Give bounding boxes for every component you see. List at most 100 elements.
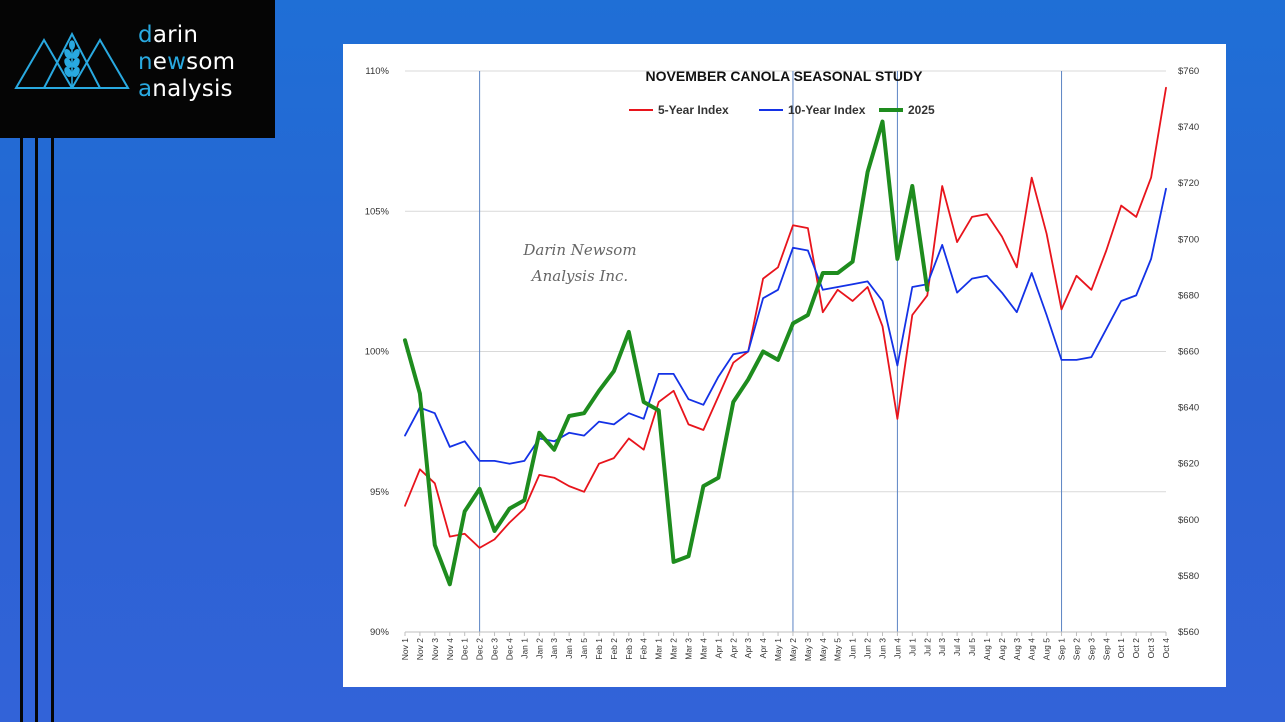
data-point bbox=[553, 440, 555, 442]
data-point bbox=[867, 280, 869, 282]
series-line-10-year-index bbox=[404, 187, 1167, 465]
x-axis-tick-label: Nov 1 bbox=[400, 638, 410, 660]
x-axis-tick-label: Aug 2 bbox=[997, 638, 1007, 660]
data-point bbox=[1090, 289, 1092, 291]
x-axis-tick-label: Aug 1 bbox=[982, 638, 992, 660]
data-point bbox=[508, 463, 510, 465]
data-point bbox=[792, 247, 794, 249]
data-point bbox=[867, 286, 869, 288]
right-axis-tick: $700 bbox=[1178, 234, 1199, 245]
x-axis-tick-label: Mar 1 bbox=[654, 638, 664, 660]
right-axis-tick: $760 bbox=[1178, 66, 1199, 77]
right-axis-tick: $720 bbox=[1178, 178, 1199, 189]
x-axis-tick-label: May 3 bbox=[803, 638, 813, 661]
data-point bbox=[822, 311, 824, 313]
data-point bbox=[986, 275, 988, 277]
data-point bbox=[1016, 311, 1018, 313]
brand-letter: a bbox=[138, 76, 153, 102]
data-point bbox=[508, 508, 510, 510]
decor-rail bbox=[20, 138, 23, 722]
data-point bbox=[658, 373, 660, 375]
brand-letter: w bbox=[167, 49, 187, 75]
data-point bbox=[419, 468, 421, 470]
x-axis-tick-label: Oct 1 bbox=[1116, 638, 1126, 659]
data-point bbox=[583, 491, 585, 493]
right-axis-tick: $740 bbox=[1178, 122, 1199, 133]
data-point bbox=[419, 393, 421, 395]
x-axis-tick-label: Jan 5 bbox=[579, 638, 589, 659]
x-axis-tick-label: Aug 3 bbox=[1012, 638, 1022, 660]
left-axis-tick: 110% bbox=[365, 66, 389, 77]
x-axis-tick-label: Aug 5 bbox=[1042, 638, 1052, 660]
data-point bbox=[508, 522, 510, 524]
data-point bbox=[1150, 177, 1152, 179]
x-axis-tick-label: Nov 2 bbox=[415, 638, 425, 660]
data-point bbox=[807, 314, 809, 316]
data-point bbox=[717, 395, 719, 397]
data-point bbox=[732, 353, 734, 355]
x-axis-tick-label: Mar 2 bbox=[669, 638, 679, 660]
data-point bbox=[404, 339, 406, 341]
data-point bbox=[434, 544, 436, 546]
data-point bbox=[1120, 300, 1122, 302]
right-axis-tick: $680 bbox=[1178, 290, 1199, 301]
x-axis-tick-label: Sep 4 bbox=[1101, 638, 1111, 660]
data-point bbox=[583, 435, 585, 437]
data-point bbox=[1075, 359, 1077, 361]
x-axis-tick-label: Dec 2 bbox=[475, 638, 485, 660]
data-point bbox=[1135, 216, 1137, 218]
data-point bbox=[941, 244, 943, 246]
brand-text: arin bbox=[152, 22, 199, 48]
data-point bbox=[628, 331, 630, 333]
data-point bbox=[643, 449, 645, 451]
data-point bbox=[658, 401, 660, 403]
data-point bbox=[896, 365, 898, 367]
data-point bbox=[1046, 314, 1048, 316]
x-axis-tick-label: May 1 bbox=[773, 638, 783, 661]
data-point bbox=[688, 555, 690, 557]
x-axis-tick-label: May 5 bbox=[833, 638, 843, 661]
brand-text: e bbox=[152, 49, 168, 75]
data-point bbox=[688, 423, 690, 425]
x-axis-tick-label: Dec 1 bbox=[460, 638, 470, 660]
x-axis-tick-label: Jun 2 bbox=[863, 638, 873, 659]
data-point bbox=[1165, 188, 1167, 190]
data-point bbox=[941, 185, 943, 187]
data-point bbox=[643, 401, 645, 403]
left-axis-tick: 90% bbox=[370, 627, 390, 638]
data-point bbox=[702, 404, 704, 406]
data-point bbox=[673, 390, 675, 392]
data-point bbox=[464, 533, 466, 535]
left-axis-tick: 95% bbox=[370, 487, 390, 498]
x-axis-tick-label: Jan 4 bbox=[564, 638, 574, 659]
data-point bbox=[867, 171, 869, 173]
data-point bbox=[464, 440, 466, 442]
left-axis-tick: 105% bbox=[365, 206, 390, 217]
x-axis-tick-label: Mar 3 bbox=[684, 638, 694, 660]
x-axis-tick-label: Oct 3 bbox=[1146, 638, 1156, 659]
brand-wordmark: darin newsom analysis bbox=[138, 22, 235, 103]
data-point bbox=[777, 266, 779, 268]
data-point bbox=[613, 370, 615, 372]
brand-letter: n bbox=[138, 49, 153, 75]
x-axis-tick-label: Jun 1 bbox=[848, 638, 858, 659]
data-point bbox=[896, 258, 898, 260]
x-axis-tick-label: Feb 2 bbox=[609, 638, 619, 660]
data-point bbox=[673, 561, 675, 563]
x-axis-tick-label: Jun 3 bbox=[877, 638, 887, 659]
data-point bbox=[1016, 266, 1018, 268]
right-axis-tick: $600 bbox=[1178, 515, 1199, 526]
data-point bbox=[747, 379, 749, 381]
watermark-line-1: Darin Newsom bbox=[522, 241, 636, 259]
x-axis-tick-label: Dec 3 bbox=[490, 638, 500, 660]
legend-label: 10-Year Index bbox=[788, 103, 866, 117]
data-point bbox=[613, 457, 615, 459]
data-point bbox=[1031, 272, 1033, 274]
data-point bbox=[523, 508, 525, 510]
data-point bbox=[449, 446, 451, 448]
data-point bbox=[568, 485, 570, 487]
data-point bbox=[568, 415, 570, 417]
data-point bbox=[434, 482, 436, 484]
data-point bbox=[613, 423, 615, 425]
data-point bbox=[1046, 233, 1048, 235]
